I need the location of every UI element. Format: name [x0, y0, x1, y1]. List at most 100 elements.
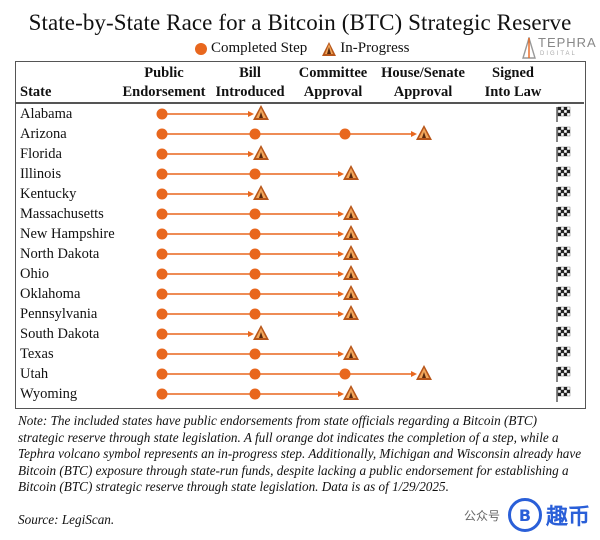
- completed-dot: [249, 388, 261, 400]
- volcano-icon: [253, 325, 269, 340]
- state-label: Alabama: [20, 106, 73, 122]
- completed-dot: [156, 228, 168, 240]
- arrow-head: [338, 231, 344, 237]
- completed-dot: [156, 388, 168, 400]
- completed-dot: [249, 268, 261, 280]
- completed-dot: [249, 348, 261, 360]
- footnote: Note: The included states have public en…: [18, 413, 582, 495]
- chart-panel: Public Endorsement Bill Introduced Commi…: [15, 61, 586, 409]
- arrow-head: [338, 351, 344, 357]
- completed-dot: [156, 308, 168, 320]
- header-state: State: [20, 84, 52, 100]
- header-public-endorsement: Public Endorsement: [116, 64, 212, 102]
- arrow-head: [248, 331, 254, 337]
- header-line-2: Approval: [303, 84, 363, 100]
- volcano-icon: [343, 245, 359, 260]
- checkered-flag-icon: [556, 186, 571, 202]
- state-label: Arizona: [20, 126, 67, 142]
- volcano-icon: [253, 145, 269, 160]
- state-label: Utah: [20, 366, 49, 382]
- source: Source: LegiScan.: [18, 512, 115, 527]
- header-divider: [16, 102, 584, 104]
- completed-dot: [156, 348, 168, 360]
- watermark: 公众号 B 趣币: [464, 498, 590, 532]
- header-line-1: Bill: [239, 65, 261, 81]
- checkered-flag-icon: [556, 306, 571, 322]
- watermark-wechat-label: 公众号: [463, 508, 500, 523]
- arrow-head: [338, 291, 344, 297]
- checkered-flag-icon: [556, 366, 571, 382]
- brand-sub: DIGITAL: [540, 51, 577, 57]
- completed-dot: [156, 128, 168, 140]
- state-label: Oklahoma: [20, 286, 81, 302]
- completed-dot: [339, 368, 351, 380]
- header-line-1: Public: [144, 65, 184, 81]
- header-line-2: Into Law: [484, 84, 542, 100]
- state-label: South Dakota: [20, 326, 100, 342]
- legend-completed-label: Completed Step: [211, 40, 308, 56]
- checkered-flag-icon: [556, 106, 571, 122]
- arrow-head: [248, 111, 254, 117]
- arrow-head: [248, 191, 254, 197]
- progress-diagram: [156, 105, 571, 402]
- tephra-logo: TEPHRA DIGITAL: [522, 35, 600, 63]
- header-house-senate-approval: House/Senate Approval: [373, 64, 473, 102]
- checkered-flag-icon: [556, 266, 571, 282]
- completed-dot: [156, 328, 168, 340]
- arrow-head: [338, 311, 344, 317]
- volcano-icon: [253, 105, 269, 120]
- completed-dot: [156, 208, 168, 220]
- state-label: North Dakota: [20, 246, 100, 262]
- state-label: Illinois: [20, 166, 62, 182]
- completed-dot: [249, 208, 261, 220]
- header-line-1: House/Senate: [381, 65, 465, 81]
- arrow-head: [411, 371, 417, 377]
- arrow-head: [338, 171, 344, 177]
- arrow-head: [411, 131, 417, 137]
- tephra-mountain-icon: [522, 37, 536, 59]
- checkered-flag-icon: [556, 226, 571, 242]
- state-label: New Hampshire: [20, 226, 115, 242]
- watermark-text: 趣币: [545, 505, 590, 530]
- volcano-icon: [343, 165, 359, 180]
- completed-dot: [249, 248, 261, 260]
- arrow-head: [338, 271, 344, 277]
- completed-dot: [249, 128, 261, 140]
- volcano-icon: [416, 365, 432, 380]
- state-label: Ohio: [20, 266, 49, 282]
- volcano-icon: [416, 125, 432, 140]
- completed-dot: [156, 108, 168, 120]
- legend: Completed Step In-Progress: [195, 40, 423, 57]
- checkered-flag-icon: [556, 246, 571, 262]
- arrow-head: [248, 151, 254, 157]
- header-line-2: Approval: [393, 84, 453, 100]
- checkered-flag-icon: [556, 206, 571, 222]
- header-committee-approval: Committee Approval: [292, 64, 374, 102]
- state-label: Kentucky: [20, 186, 77, 202]
- legend-completed: Completed Step: [195, 40, 307, 57]
- completed-dot: [156, 268, 168, 280]
- state-label: Pennsylvania: [20, 306, 98, 322]
- volcano-icon: [322, 41, 337, 56]
- checkered-flag-icon: [556, 326, 571, 342]
- volcano-icon: [253, 185, 269, 200]
- completed-dot: [156, 168, 168, 180]
- checkered-flag-icon: [556, 346, 571, 362]
- volcano-icon: [343, 205, 359, 220]
- header-line-1: Committee: [298, 65, 368, 81]
- state-label: Massachusetts: [20, 206, 104, 222]
- checkered-flag-icon: [556, 286, 571, 302]
- completed-dot: [156, 148, 168, 160]
- brand-name: TEPHRA: [538, 35, 597, 50]
- checkered-flag-icon: [556, 146, 571, 162]
- completed-dot: [249, 228, 261, 240]
- completed-dot: [339, 128, 351, 140]
- completed-dot: [249, 368, 261, 380]
- volcano-icon: [343, 385, 359, 400]
- completed-dot: [156, 188, 168, 200]
- volcano-icon: [343, 305, 359, 320]
- completed-dot-icon: [195, 42, 207, 55]
- state-label: Texas: [20, 346, 54, 362]
- header-bill-introduced: Bill Introduced: [209, 64, 291, 102]
- completed-dot: [156, 288, 168, 300]
